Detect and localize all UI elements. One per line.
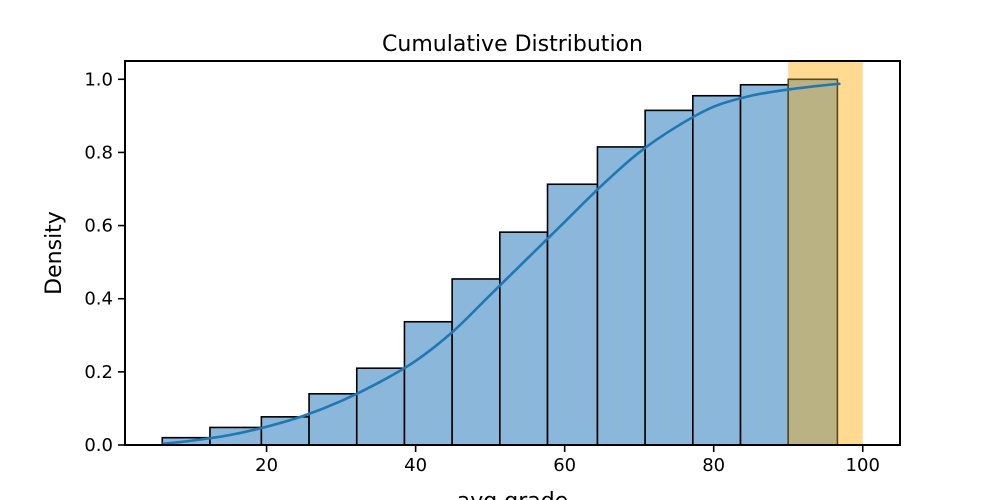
- y-tick-label: 0.6: [84, 216, 113, 237]
- x-tick-label: 40: [404, 455, 427, 476]
- histogram-bar-5: [355, 367, 406, 446]
- y-tick-label: 0.8: [84, 142, 113, 163]
- histogram-bar-13: [739, 83, 790, 446]
- x-tick-label: 20: [255, 455, 278, 476]
- x-tick-label: 100: [846, 455, 880, 476]
- kde-line: [162, 82, 841, 446]
- histogram-bar-11: [644, 109, 694, 446]
- chart-title: Cumulative Distribution: [382, 32, 643, 57]
- plot-frame: [124, 60, 901, 446]
- y-tick-label: 0.4: [84, 289, 113, 310]
- histogram-bar-6: [403, 320, 453, 446]
- x-tick-label: 80: [702, 455, 725, 476]
- y-tick-label: 0.0: [84, 435, 113, 456]
- histogram-bar-9: [546, 183, 599, 446]
- histogram-bar-10: [596, 146, 646, 446]
- histogram-bar-14: [787, 78, 839, 446]
- histogram-bar-12: [692, 94, 742, 446]
- histogram-bar-7: [451, 278, 501, 446]
- x-axis-label: avg grade: [457, 489, 568, 500]
- histogram-bar-4: [308, 392, 358, 446]
- histogram-bar-8: [499, 231, 549, 446]
- y-tick-label: 0.2: [84, 362, 113, 383]
- y-axis-label: Density: [42, 211, 67, 295]
- x-tick-label: 60: [553, 455, 576, 476]
- y-tick-label: 1.0: [84, 69, 113, 90]
